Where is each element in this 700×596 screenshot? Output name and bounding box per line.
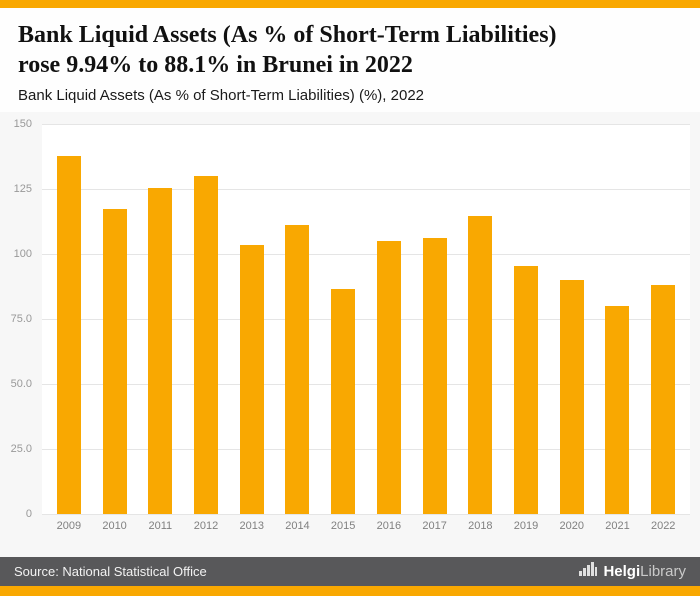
bar-chart-icon — [579, 562, 598, 581]
chart-subtitle: Bank Liquid Assets (As % of Short-Term L… — [18, 87, 425, 104]
bar-2011 — [148, 188, 173, 514]
x-tick-label: 2017 — [422, 520, 447, 532]
gridline — [42, 383, 690, 385]
bar-slot — [549, 124, 595, 514]
x-tick-label: 2012 — [193, 520, 219, 532]
y-tick-label: 150 — [13, 118, 32, 130]
source-text: Source: National Statistical Office — [14, 564, 207, 579]
brand-text: HelgiLibrary — [603, 563, 686, 580]
title-line-2: rose 9.94% to 88.1% in Brunei in 2022 — [18, 52, 413, 78]
x-tick-label: 2018 — [468, 520, 493, 532]
chart-section: 150 125 100 75.0 50.0 25.0 0 2009 2010 2011 2012 2… — [0, 112, 700, 557]
bar-2017 — [422, 237, 447, 514]
bars-layer — [42, 124, 690, 514]
x-axis-labels: 2009 2010 2011 2012 2013 2014 2015 2016 2017 2018… — [42, 520, 690, 532]
x-tick-label: 2021 — [605, 520, 630, 532]
bar-2022 — [651, 284, 676, 514]
bar-2021 — [605, 305, 630, 514]
bar-2009 — [56, 155, 81, 514]
bar-slot — [183, 124, 229, 514]
gridline — [42, 514, 690, 515]
x-tick-label: 2013 — [239, 520, 264, 532]
brand-text-bold: Helgi — [603, 563, 641, 580]
bar-slot — [457, 124, 503, 514]
y-tick-label: 100 — [13, 247, 32, 260]
gridline — [42, 253, 690, 255]
x-tick-label: 2019 — [513, 520, 539, 532]
gridline — [42, 319, 690, 320]
x-tick-label: 2011 — [148, 520, 173, 532]
y-tick-label: 75.0 — [10, 313, 32, 325]
bar-slot — [275, 124, 321, 514]
gridline — [42, 124, 690, 125]
bar-2015 — [331, 288, 356, 514]
title-line-1: Bank Liquid Assets (As % of Short-Term L… — [18, 22, 557, 48]
x-tick-label: 2009 — [56, 520, 82, 532]
x-tick-label: 2015 — [330, 520, 356, 532]
grid-layer — [42, 124, 690, 515]
helgi-logo[interactable]: HelgiLibrary — [579, 562, 686, 581]
top-accent-strip — [0, 0, 700, 8]
bar-slot — [503, 124, 549, 514]
bar-slot — [412, 124, 458, 514]
y-tick-label: 50.0 — [10, 377, 32, 390]
bar-slot — [320, 124, 366, 514]
bar-2013 — [239, 244, 264, 514]
bar-slot — [46, 124, 92, 514]
x-tick-label: 2016 — [376, 520, 402, 532]
bar-slot — [137, 124, 183, 514]
bar-2010 — [102, 209, 127, 514]
bar-slot — [229, 124, 275, 514]
bar-2018 — [468, 215, 493, 514]
bar-2016 — [376, 241, 401, 514]
y-tick-label: 25.0 — [10, 443, 32, 455]
bar-slot — [640, 124, 686, 514]
page-title: Bank Liquid Assets (As % of Short-Term L… — [18, 20, 682, 80]
plot-area — [42, 124, 690, 515]
x-tick-label: 2014 — [285, 520, 310, 532]
x-tick-label: 2020 — [559, 520, 584, 532]
x-tick-label: 2010 — [102, 520, 127, 532]
gridline — [42, 449, 690, 450]
y-tick-label: 0 — [25, 508, 32, 520]
y-tick-label: 125 — [13, 182, 32, 195]
header: Bank Liquid Assets (As % of Short-Term L… — [0, 8, 700, 112]
x-tick-label: 2022 — [650, 520, 676, 532]
bottom-accent-strip — [0, 586, 700, 596]
bar-2020 — [559, 280, 584, 514]
y-axis-labels: 150 125 100 75.0 50.0 25.0 0 — [0, 118, 40, 520]
bar-slot — [92, 124, 138, 514]
bar-2019 — [514, 266, 539, 514]
bar-slot — [366, 124, 412, 514]
bar-slot — [595, 124, 641, 514]
bar-2014 — [285, 224, 310, 514]
brand-text-light: Library — [640, 563, 686, 580]
bar-2012 — [194, 176, 219, 514]
gridline — [42, 188, 690, 190]
footer: Source: National Statistical Office Helg… — [0, 557, 700, 586]
